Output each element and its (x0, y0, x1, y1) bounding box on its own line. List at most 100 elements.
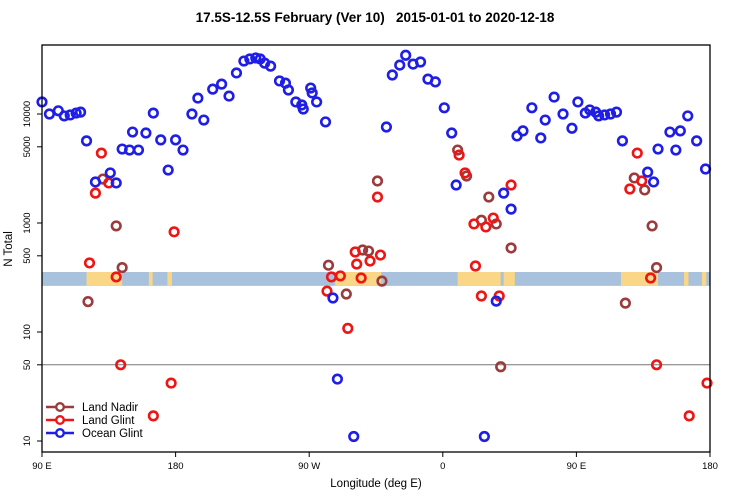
land-strip-segment (148, 272, 153, 286)
axis-layer: 90 E 180 90 W 0 90 E 180 10 50 100 500 1000 5000 100… (22, 101, 718, 472)
land-strip-segment (684, 272, 689, 286)
data-point-ocean-glint (400, 49, 412, 61)
x-tick-label: 0 (440, 461, 445, 472)
plot-border (41, 44, 711, 453)
data-point-ocean-glint (198, 114, 210, 126)
data-point-land-glint (650, 359, 663, 371)
data-point-land-nadir (619, 297, 631, 309)
data-point-ocean-glint (691, 135, 703, 147)
data-point-ocean-glint (642, 166, 654, 178)
data-point-land-glint (505, 179, 517, 191)
data-point-land-glint (115, 359, 127, 371)
data-point-land-glint (468, 218, 480, 230)
y-axis-label: N Total (3, 231, 15, 267)
x-tick-label: 180 (168, 461, 184, 472)
data-point-land-nadir (82, 296, 94, 308)
data-point-land-glint (321, 285, 333, 297)
data-point-ocean-glint (155, 134, 167, 146)
data-point-ocean-glint (446, 127, 458, 139)
data-point-land-glint (371, 191, 384, 203)
data-point-ocean-glint (170, 134, 182, 146)
land-strip-segment (167, 272, 172, 286)
x-tick-label: 90 E (32, 461, 52, 472)
data-point-land-nadir (646, 220, 658, 232)
data-point-land-glint (334, 270, 346, 282)
data-point-land-glint (95, 147, 107, 159)
data-point-ocean-glint (43, 108, 56, 120)
data-point-ocean-glint (557, 108, 569, 120)
data-point-ocean-glint (80, 135, 93, 147)
data-point-land-glint (480, 221, 492, 233)
data-point-ocean-glint (297, 103, 309, 115)
data-point-land-glint (349, 246, 361, 258)
y-tick-label: 50 (22, 360, 33, 371)
data-point-ocean-glint (610, 106, 623, 118)
legend-marker (55, 415, 66, 426)
data-point-land-glint (469, 260, 482, 272)
data-point-ocean-glint (616, 135, 629, 147)
data-point-ocean-glint (548, 91, 560, 103)
land-strip-segment (457, 272, 501, 286)
data-point-ocean-glint (386, 69, 398, 81)
data-point-ocean-glint (505, 203, 517, 215)
data-point-ocean-glint (670, 144, 682, 156)
x-tick-label: 90 W (298, 461, 320, 472)
data-point-land-glint (631, 147, 643, 159)
data-point-ocean-glint (348, 430, 360, 443)
x-axis-label: Longitude (deg E) (330, 478, 422, 490)
data-point-ocean-glint (223, 90, 235, 102)
data-point-land-glint (355, 272, 367, 284)
data-point-ocean-glint (192, 92, 204, 104)
legend-label: Land Nadir (82, 402, 138, 414)
data-point-land-nadir (639, 184, 651, 196)
data-point-ocean-glint (140, 127, 152, 139)
data-point-ocean-glint (394, 59, 406, 71)
land-ocean-strip (42, 272, 710, 286)
data-point-ocean-glint (306, 87, 318, 99)
data-point-land-glint (624, 183, 636, 195)
data-point-ocean-glint (599, 109, 611, 121)
data-point-ocean-glint (273, 75, 286, 87)
data-point-land-nadir (650, 261, 663, 274)
data-point-ocean-glint (490, 295, 502, 307)
land-strip-segment (701, 272, 707, 286)
data-point-land-glint (475, 290, 487, 302)
data-point-land-nadir (452, 144, 464, 156)
y-tick-label: 10000 (22, 101, 33, 127)
chart-title: 17.5S-12.5S February (Ver 10) 2015-01-01… (195, 10, 555, 25)
data-point-land-glint (683, 410, 695, 422)
data-point-ocean-glint (450, 179, 462, 191)
data-point-land-glint (374, 249, 387, 261)
data-point-land-nadir (116, 261, 128, 274)
legend-marker (55, 402, 66, 413)
data-point-ocean-glint (647, 176, 660, 188)
data-point-ocean-glint (305, 82, 317, 94)
data-point-land-nadir (322, 259, 335, 271)
data-point-land-glint (83, 257, 96, 269)
data-point-ocean-glint (162, 164, 174, 176)
data-point-ocean-glint (414, 56, 427, 68)
data-point-land-glint (89, 187, 102, 199)
data-point-ocean-glint (331, 373, 344, 385)
data-point-ocean-glint (539, 114, 551, 126)
data-point-ocean-glint (327, 292, 339, 304)
data-point-land-glint (701, 377, 713, 389)
data-point-ocean-glint (584, 104, 596, 116)
data-point-land-glint (168, 226, 180, 238)
data-point-ocean-glint (110, 177, 122, 189)
data-point-ocean-glint (244, 53, 256, 65)
data-point-ocean-glint (74, 106, 87, 118)
y-tick-label: 10 (22, 436, 33, 447)
legend-marker (55, 428, 66, 439)
x-tick-label: 180 (702, 461, 718, 472)
data-point-ocean-glint (58, 110, 70, 122)
data-point-ocean-glint (572, 96, 584, 108)
data-point-land-glint (342, 322, 354, 334)
data-point-ocean-glint (664, 126, 676, 138)
legend-label: Ocean Glint (82, 428, 144, 440)
data-point-ocean-glint (207, 83, 219, 95)
data-point-land-nadir (505, 242, 517, 254)
